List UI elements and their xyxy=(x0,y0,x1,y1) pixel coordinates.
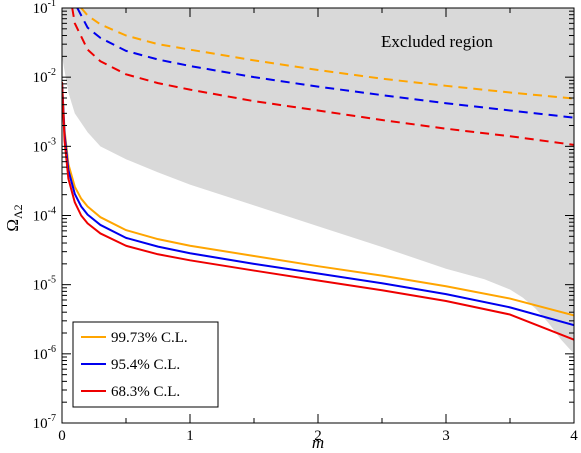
x-tick-label: 2 xyxy=(314,428,322,444)
x-tick-label: 3 xyxy=(442,428,450,444)
series-line-dashed-3 xyxy=(80,8,574,100)
y-axis-title-main: Ω xyxy=(3,219,22,232)
excluded-region xyxy=(62,8,574,354)
legend-label: 95.4% C.L. xyxy=(111,357,180,373)
legend: 99.73% C.L. 95.4% C.L. 68.3% C.L. xyxy=(72,321,219,408)
axes: 0 1 2 3 4 10-7 10-6 10-5 10-4 10-3 10-2 10-1 xyxy=(33,0,579,444)
plot-area xyxy=(62,8,574,354)
y-axis-title-sub: Λ2 xyxy=(11,204,25,219)
x-tick-label: 1 xyxy=(186,428,194,444)
y-tick-label: 10-3 xyxy=(33,136,56,155)
y-tick-label: 10-5 xyxy=(33,275,56,294)
legend-label: 99.73% C.L. xyxy=(111,330,188,346)
annotations: Excluded region m ΩΛ2 xyxy=(3,32,493,452)
y-tick-label: 10-4 xyxy=(33,206,56,225)
series-line-solid-1 xyxy=(62,82,574,327)
y-tick-label: 10-6 xyxy=(33,344,56,363)
series-line-dashed-4 xyxy=(76,8,574,119)
y-tick-label: 10-1 xyxy=(33,0,56,17)
excluded-region-label: Excluded region xyxy=(381,32,493,51)
y-axis-title: ΩΛ2 xyxy=(3,204,25,231)
series-line-solid-0 xyxy=(62,81,574,317)
x-axis-title: m xyxy=(312,433,324,452)
y-tick-label: 10-7 xyxy=(33,413,56,432)
legend-label: 68.3% C.L. xyxy=(111,384,180,400)
x-tick-label: 4 xyxy=(570,428,578,444)
y-tick-label: 10-2 xyxy=(33,67,56,86)
plot-content xyxy=(62,8,574,354)
series-line-dashed-5 xyxy=(71,8,574,146)
x-tick-label: 0 xyxy=(58,428,66,444)
series-line-solid-2 xyxy=(62,82,574,341)
